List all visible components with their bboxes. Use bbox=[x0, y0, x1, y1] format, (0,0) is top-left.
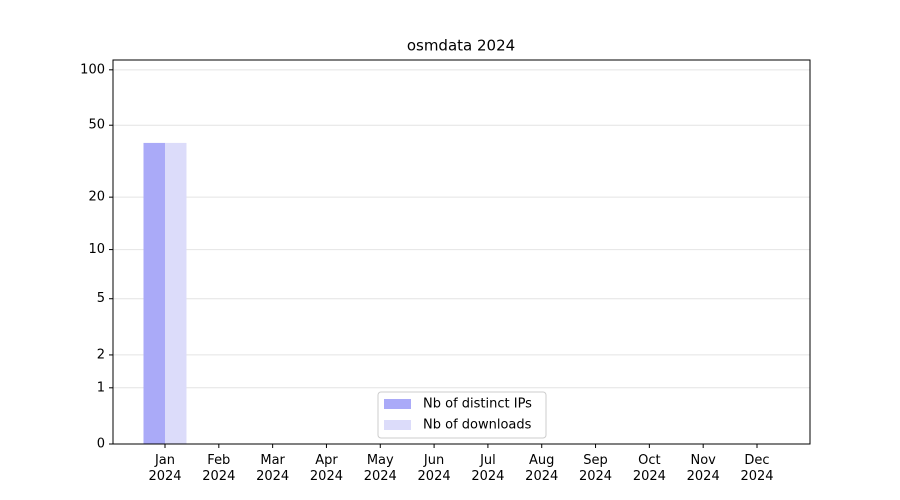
y-tick-label: 10 bbox=[88, 242, 105, 257]
bar bbox=[165, 142, 187, 445]
legend-swatch bbox=[384, 420, 411, 430]
x-tick-label: May 2024 bbox=[363, 453, 397, 484]
x-tick-label: Jan 2024 bbox=[148, 453, 182, 484]
y-tick-label: 100 bbox=[80, 62, 105, 77]
y-tick-label: 2 bbox=[97, 347, 105, 362]
x-tick-label: Jul 2024 bbox=[471, 453, 505, 484]
x-tick-label: Oct 2024 bbox=[632, 453, 666, 484]
plot-frame bbox=[112, 59, 811, 445]
x-tick-label: Dec 2024 bbox=[740, 453, 774, 484]
x-tick-label: Feb 2024 bbox=[202, 453, 236, 484]
x-tick-label: Apr 2024 bbox=[309, 453, 343, 484]
y-tick-label: 50 bbox=[88, 118, 105, 133]
legend-swatch bbox=[384, 399, 411, 409]
y-tick-label: 5 bbox=[97, 291, 105, 306]
x-tick-label: Mar 2024 bbox=[256, 453, 290, 484]
bar bbox=[143, 142, 165, 445]
x-tick-label: Aug 2024 bbox=[525, 453, 559, 484]
y-tick-label: 20 bbox=[88, 190, 105, 205]
legend-label: Nb of distinct IPs bbox=[423, 397, 532, 412]
x-tick-label: Sep 2024 bbox=[578, 453, 613, 484]
y-tick-label: 0 bbox=[97, 437, 105, 452]
legend-label: Nb of downloads bbox=[423, 418, 532, 433]
legend-box bbox=[377, 391, 547, 439]
x-tick-label: Jun 2024 bbox=[417, 453, 451, 484]
x-tick-label: Nov 2024 bbox=[686, 453, 720, 484]
y-tick-label: 1 bbox=[97, 380, 105, 395]
chart-title: osmdata 2024 bbox=[407, 37, 515, 55]
